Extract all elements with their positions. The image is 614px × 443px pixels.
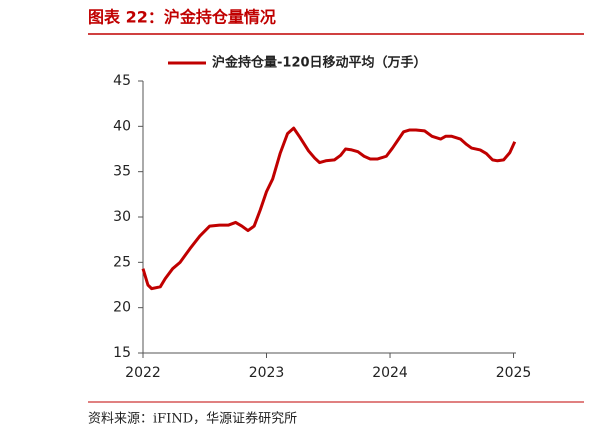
- legend-label: 沪金持仓量-120日移动平均（万手）: [212, 55, 427, 71]
- x-tick-label: 2022: [125, 365, 161, 381]
- y-tick-label: 40: [113, 118, 131, 134]
- x-tick-label: 2024: [372, 365, 408, 381]
- y-tick-label: 15: [113, 345, 131, 361]
- y-tick-label: 30: [113, 209, 131, 225]
- source-note: 资料来源：iFIND，华源证券研究所: [88, 411, 297, 427]
- series-line: [141, 126, 517, 291]
- x-tick-label: 2023: [249, 365, 285, 381]
- x-tick-label: 2025: [496, 365, 532, 381]
- y-tick-label: 25: [113, 254, 131, 270]
- chart-title: 图表 22：沪金持仓量情况: [88, 8, 276, 27]
- y-tick-label: 45: [113, 73, 131, 89]
- y-tick-label: 35: [113, 164, 131, 180]
- y-tick-label: 20: [113, 300, 131, 316]
